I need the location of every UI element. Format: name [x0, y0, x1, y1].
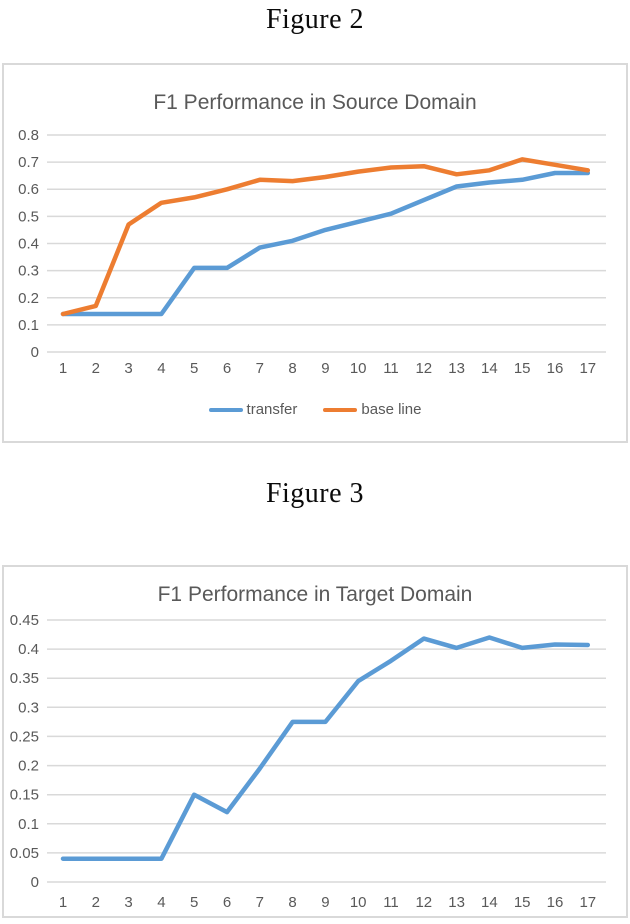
legend-label-base-line: base line: [361, 401, 422, 418]
x-tick-label: 1: [59, 360, 67, 377]
x-tick-label: 5: [190, 894, 198, 911]
x-tick-label: 13: [448, 894, 465, 911]
y-tick-label: 0.25: [10, 728, 39, 745]
series-line-transfer: [60, 635, 591, 861]
x-tick-label: 17: [579, 360, 596, 377]
x-tick-label: 17: [579, 894, 596, 911]
legend-item-base-line: base line: [323, 401, 421, 418]
x-tick-label: 8: [288, 894, 296, 911]
x-tick-label: 2: [92, 894, 100, 911]
y-tick-label: 0.4: [18, 236, 39, 253]
y-tick-label: 0.2: [18, 758, 39, 775]
x-tick-label: 11: [383, 360, 399, 377]
figure2-caption: Figure 2: [265, 4, 365, 35]
series-line-base-line: [60, 157, 591, 317]
y-tick-label: 0.5: [18, 208, 39, 225]
base-line-swatch: [323, 407, 358, 412]
x-tick-label: 1: [59, 894, 67, 911]
y-tick-label: 0.05: [10, 845, 39, 862]
series-line-transfer: [60, 170, 591, 317]
x-tick-label: 15: [514, 360, 531, 377]
y-tick-label: 0: [31, 874, 39, 891]
x-tick-label: 3: [124, 894, 132, 911]
x-tick-label: 9: [321, 360, 329, 377]
x-tick-label: 14: [481, 360, 498, 377]
target-chart-title: F1 Performance in Target Domain: [157, 583, 473, 606]
x-tick-label: 5: [190, 360, 198, 377]
x-tick-label: 4: [157, 894, 165, 911]
y-tick-label: 0.15: [10, 787, 39, 804]
x-tick-label: 14: [481, 894, 498, 911]
legend-label-transfer: transfer: [246, 401, 298, 418]
x-tick-label: 15: [514, 894, 531, 911]
x-tick-label: 9: [321, 894, 329, 911]
y-tick-label: 0.45: [10, 612, 39, 629]
source-chart-plot-area: 0.80.70.60.50.40.30.20.101 2 3 4 5 6 7 8 9 10 11 12…: [18, 127, 606, 377]
x-tick-label: 4: [157, 360, 165, 377]
x-tick-label: 10: [350, 894, 367, 911]
x-tick-label: 16: [547, 894, 564, 911]
legend: transfer base line: [4, 401, 626, 418]
x-tick-label: 10: [350, 360, 367, 377]
figure3-caption: Figure 3: [265, 478, 365, 509]
y-tick-label: 0.1: [18, 317, 39, 334]
x-tick-label: 6: [223, 360, 231, 377]
y-tick-label: 0.7: [18, 154, 39, 171]
x-tick-label: 16: [547, 360, 564, 377]
y-tick-label: 0.2: [18, 290, 39, 307]
x-tick-label: 8: [288, 360, 296, 377]
x-tick-label: 3: [124, 360, 132, 377]
y-tick-label: 0.35: [10, 670, 39, 687]
y-tick-label: 0.1: [18, 816, 39, 833]
y-tick-label: 0.3: [18, 263, 39, 280]
y-tick-label: 0: [31, 344, 39, 361]
y-tick-label: 0.4: [18, 641, 39, 658]
source-domain-chart: F1 Performance in Source Domain 0.8 0.7 0.…: [2, 63, 628, 443]
y-tick-label: 0.8: [18, 127, 39, 144]
y-tick-label: 0.6: [18, 181, 39, 198]
x-tick-label: 12: [415, 894, 432, 911]
source-chart-title: F1 Performance in Source Domain: [153, 91, 477, 114]
transfer-line-swatch: [208, 407, 243, 412]
y-tick-label: 0.3: [18, 699, 39, 716]
legend-item-transfer: transfer: [208, 401, 298, 418]
x-tick-label: 11: [383, 894, 399, 911]
x-tick-label: 6: [223, 894, 231, 911]
x-tick-label: 13: [448, 360, 465, 377]
x-tick-label: 7: [256, 894, 264, 911]
x-tick-label: 12: [415, 360, 432, 377]
target-domain-chart: F1 Performance in Target Domain 0.45 0.4 0…: [2, 565, 628, 918]
x-tick-label: 2: [92, 360, 100, 377]
x-tick-label: 7: [256, 360, 264, 377]
